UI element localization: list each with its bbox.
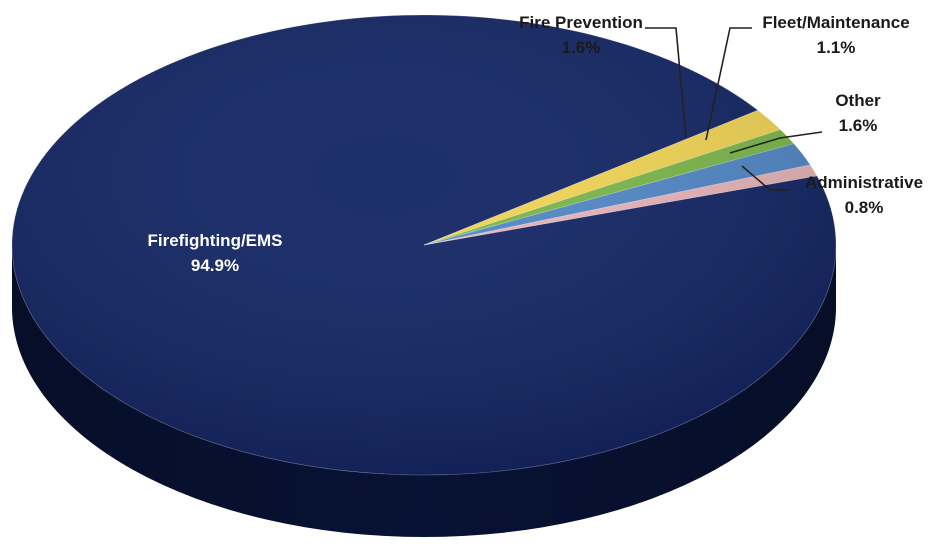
data-label-fire-prevention: Fire Prevention 1.6% (519, 13, 643, 57)
data-label-value: 1.6% (562, 38, 601, 57)
pie-top-shading (12, 15, 836, 475)
data-label-firefighting-ems: Firefighting/EMS 94.9% (147, 231, 282, 275)
pie-side-shade-firefighting-ems (12, 245, 836, 537)
data-label-value: 0.8% (845, 198, 884, 217)
leader-line-fleet-maintenance (705, 27, 752, 141)
leader-line-other (729, 131, 823, 154)
data-label-fleet-maintenance: Fleet/Maintenance 1.1% (762, 13, 909, 57)
leader-lines (645, 27, 823, 191)
data-label-name: Fleet/Maintenance (762, 13, 909, 32)
data-label-name: Administrative (805, 173, 923, 192)
data-label-name: Other (835, 91, 881, 110)
leader-line-fire-prevention (645, 27, 687, 139)
data-label-value: 94.9% (191, 256, 239, 275)
pie-top-layer (11, 14, 837, 476)
data-label-value: 1.1% (817, 38, 856, 57)
data-label-administrative: Administrative 0.8% (805, 173, 923, 217)
leader-line-administrative (741, 165, 788, 191)
data-label-other: Other 1.6% (835, 91, 881, 135)
data-label-name: Fire Prevention (519, 13, 643, 32)
data-label-value: 1.6% (839, 116, 878, 135)
data-labels: Firefighting/EMS 94.9% Fire Prevention 1.6%… (147, 13, 923, 275)
pie-side-layer (12, 245, 836, 537)
data-label-name: Firefighting/EMS (147, 231, 282, 250)
